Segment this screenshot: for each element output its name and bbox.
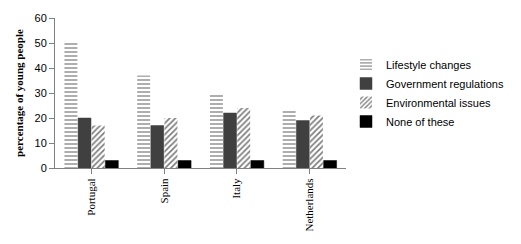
svg-text:Netherlands: Netherlands xyxy=(303,178,315,231)
svg-text:None of these: None of these xyxy=(386,116,455,128)
svg-text:60: 60 xyxy=(35,12,47,24)
svg-text:0: 0 xyxy=(41,162,47,174)
svg-text:Government regulations: Government regulations xyxy=(386,78,504,90)
svg-text:10: 10 xyxy=(35,137,47,149)
svg-text:Spain: Spain xyxy=(158,178,170,204)
svg-text:40: 40 xyxy=(35,62,47,74)
svg-text:percentage of young people: percentage of young people xyxy=(13,29,25,157)
svg-text:20: 20 xyxy=(35,112,47,124)
svg-text:50: 50 xyxy=(35,37,47,49)
svg-text:Italy: Italy xyxy=(230,178,242,199)
svg-text:30: 30 xyxy=(35,87,47,99)
svg-text:Portugal: Portugal xyxy=(85,178,97,215)
svg-text:Environmental issues: Environmental issues xyxy=(386,97,491,109)
svg-text:Lifestyle changes: Lifestyle changes xyxy=(386,59,471,71)
